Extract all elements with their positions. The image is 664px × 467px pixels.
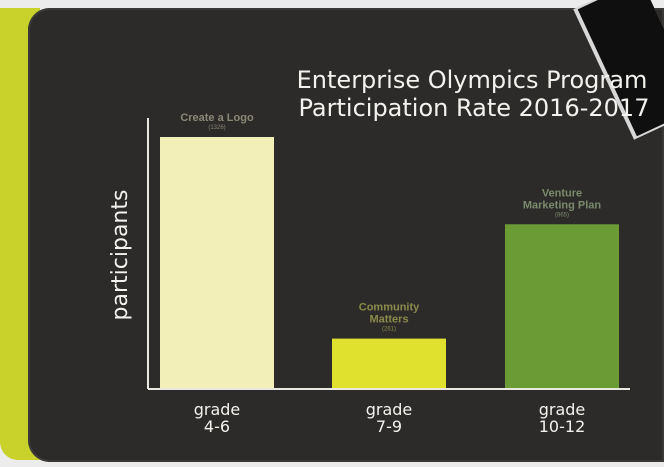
bar-value-label-2: (865) xyxy=(555,212,569,218)
bar-label-0-0: Create a Logo xyxy=(180,112,254,124)
x-tick-label-2-0: grade xyxy=(539,400,586,419)
bar-2 xyxy=(505,224,619,388)
bar-value-label-1: (261) xyxy=(382,327,396,333)
x-tick-label-0-1: 4-6 xyxy=(204,417,230,436)
x-tick-label-1-0: grade xyxy=(366,400,413,419)
chart-title-line-2: Participation Rate 2016-2017 xyxy=(299,94,650,122)
bar-value-label-0: (1326) xyxy=(208,125,225,131)
y-axis-label: participants xyxy=(108,190,133,321)
bar-label-2-1: Marketing Plan xyxy=(523,199,602,211)
bar-label-1-0: Community xyxy=(359,302,420,314)
bar-1 xyxy=(332,338,446,388)
bar-label-1-1: Matters xyxy=(369,314,408,326)
x-tick-label-2-1: 10-12 xyxy=(539,417,586,436)
bar-0 xyxy=(160,137,274,388)
x-tick-label-0-0: grade xyxy=(194,400,241,419)
bar-label-2-0: Venture xyxy=(542,187,582,199)
chart-title-line-1: Enterprise Olympics Program xyxy=(297,66,648,94)
x-tick-label-1-1: 7-9 xyxy=(376,417,402,436)
